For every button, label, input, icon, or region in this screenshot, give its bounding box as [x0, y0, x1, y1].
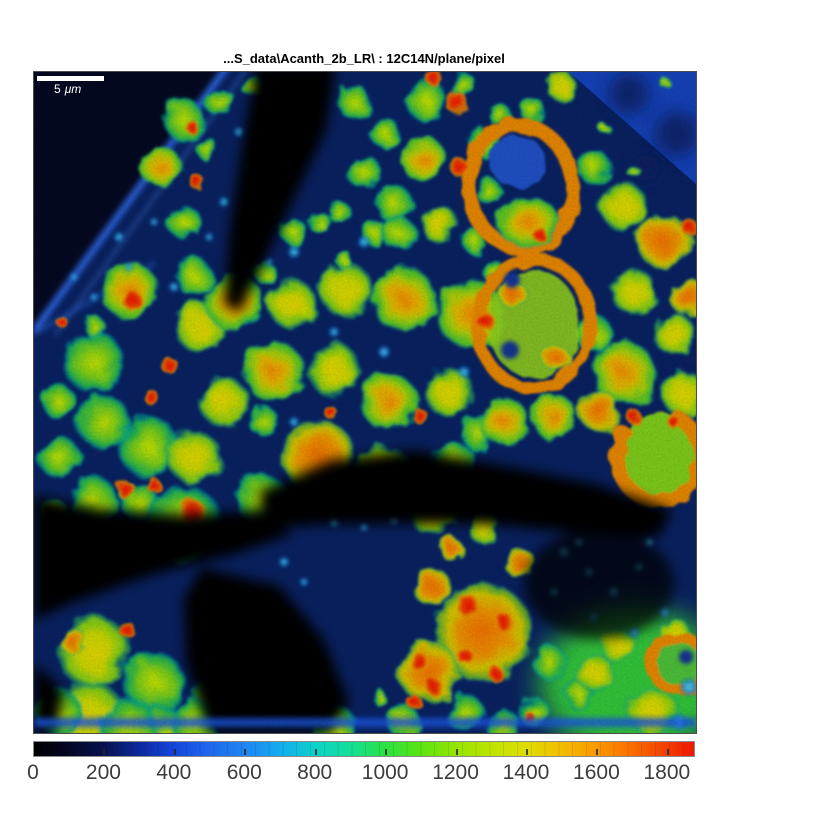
scale-bar: [37, 76, 104, 81]
colorbar-tick: [455, 749, 458, 755]
colorbar-tick: [666, 749, 669, 755]
heatmap-image-panel: 5 μm: [33, 71, 697, 734]
colorbar-tick-label: 800: [297, 761, 333, 784]
colorbar-tick-label: 1200: [432, 761, 479, 784]
scale-bar-label: 5 μm: [54, 82, 81, 96]
colorbar-tick-label: 400: [156, 761, 192, 784]
colorbar-tick-label: 1400: [502, 761, 550, 784]
colorbar-tick-label: 0: [27, 761, 39, 784]
colorbar-tick-label: 600: [226, 761, 262, 784]
scale-bar-value: 5: [54, 82, 61, 96]
colorbar-tick: [103, 749, 106, 755]
colorbar-tick: [244, 749, 247, 755]
colorbar-tick-label: 1600: [573, 761, 620, 784]
colorbar-tick-label: 1800: [643, 761, 691, 784]
colorbar-tick: [596, 749, 599, 755]
colorbar-steps: [34, 742, 694, 756]
colorbar-tick-label: 1000: [361, 761, 409, 784]
heatmap-art: [34, 72, 696, 733]
colorbar-tick: [525, 749, 528, 755]
figure-title: ...S_data\Acanth_2b_LR\ : 12C14N/plane/p…: [223, 51, 505, 66]
colorbar-tick: [314, 749, 317, 755]
colorbar-tick-labels: 0 200 400 600 800 1000 1200 1400 1600 1800: [27, 761, 695, 789]
colorbar-tick: [385, 749, 388, 755]
scale-bar-unit: μm: [64, 82, 82, 96]
colorbar-tick-label: 200: [85, 761, 121, 784]
colorbar-tick: [173, 749, 176, 755]
colorbar: [33, 741, 695, 757]
